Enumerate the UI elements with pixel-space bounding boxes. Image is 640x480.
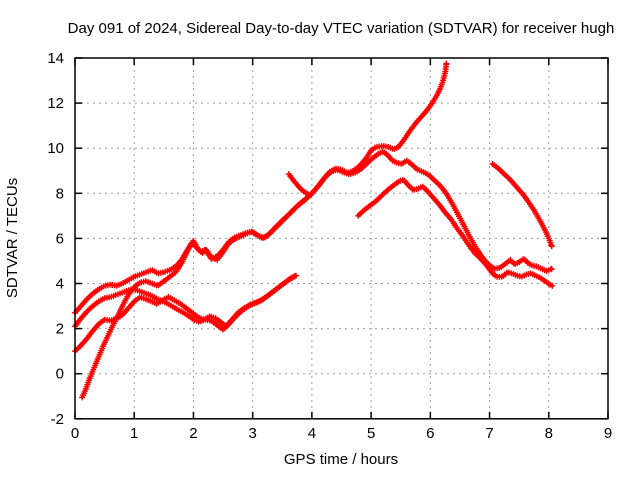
- y-tick-label: 0: [56, 366, 64, 383]
- x-tick-label: 3: [248, 425, 256, 442]
- x-tick-label: 7: [485, 425, 493, 442]
- x-tick-label: 2: [189, 425, 197, 442]
- grid-lines: [75, 58, 608, 419]
- trace-1-markers: [79, 60, 450, 401]
- x-tick-label: 6: [426, 425, 434, 442]
- trace-7-line: [491, 162, 554, 248]
- y-tick-label: 4: [56, 276, 64, 293]
- y-tick-label: 10: [47, 140, 64, 157]
- y-tick-label: 14: [47, 50, 64, 67]
- y-tick-label: 6: [56, 230, 64, 247]
- y-tick-label: -2: [51, 411, 64, 428]
- x-tick-label: 8: [545, 425, 553, 442]
- axes: [74, 57, 609, 420]
- trace-1-line: [80, 62, 448, 399]
- x-tick-label: 1: [130, 425, 138, 442]
- y-tick-label: 2: [56, 321, 64, 338]
- trace-2-line: [73, 150, 554, 315]
- y-tick-label: 12: [47, 95, 64, 112]
- x-tick-label: 5: [367, 425, 375, 442]
- y-tick-label: 8: [56, 185, 64, 202]
- chart-title: Day 091 of 2024, Sidereal Day-to-day VTE…: [68, 20, 615, 37]
- x-axis-title: GPS time / hours: [284, 451, 398, 468]
- y-axis-title: SDTVAR / TECUs: [4, 178, 21, 298]
- x-tick-label: 0: [71, 425, 79, 442]
- trace-6-markers: [285, 171, 314, 199]
- trace-3-markers: [72, 273, 298, 333]
- trace-7-markers: [489, 161, 555, 250]
- x-tick-label: 9: [604, 425, 612, 442]
- data-series: [72, 60, 556, 401]
- x-tick-label: 4: [308, 425, 316, 442]
- trace-5-markers: [355, 177, 556, 289]
